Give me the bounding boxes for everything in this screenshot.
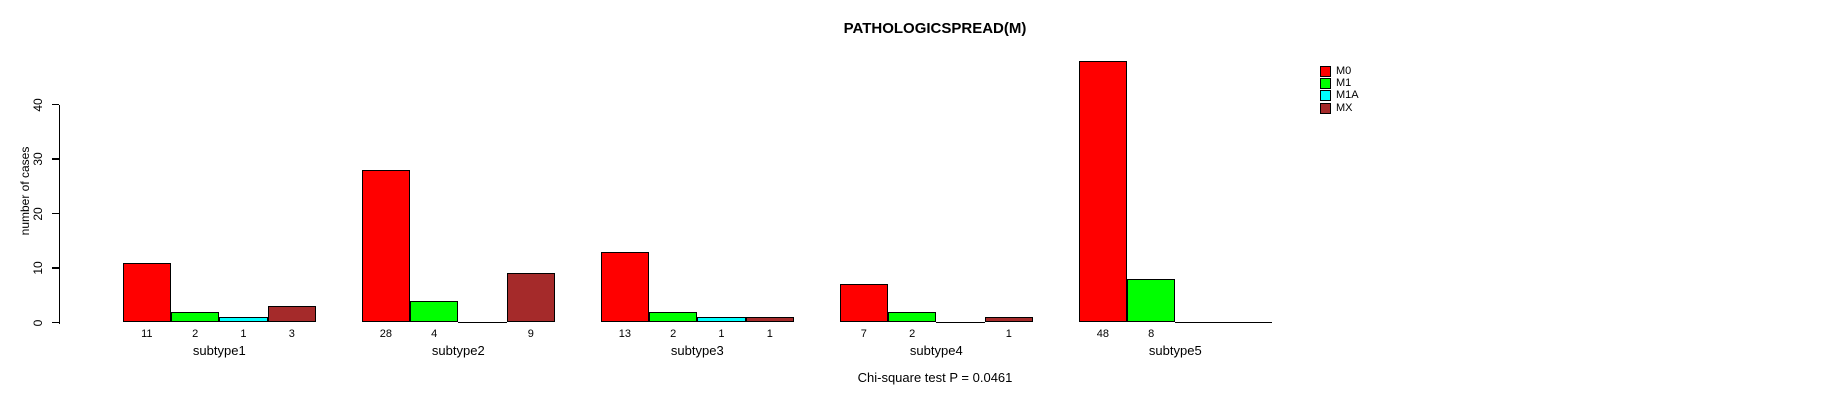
legend-swatch-mx: [1320, 102, 1331, 114]
y-axis-label: number of cases: [18, 146, 32, 236]
legend-item: M0: [1320, 65, 1359, 77]
bar-value-label: 48: [1096, 328, 1109, 340]
zero-bar: [1223, 321, 1272, 323]
bar-value-label: 1: [766, 328, 773, 340]
bar: [219, 317, 268, 323]
bar-value-label: 2: [909, 328, 916, 340]
bar: [506, 273, 555, 323]
bar: [267, 306, 316, 323]
category-label: subtype4: [909, 343, 963, 358]
bar: [1127, 278, 1176, 323]
bar: [697, 317, 746, 323]
bar-value-label: 1: [718, 328, 725, 340]
bar: [649, 311, 698, 323]
bar-value-label: 1: [240, 328, 247, 340]
bar: [888, 311, 937, 323]
category-label: subtype3: [670, 343, 724, 358]
y-tick: [51, 267, 59, 269]
chart-title: PATHOLOGICSPREAD(M): [843, 20, 1027, 37]
y-tick-label: 0: [31, 319, 45, 326]
bar-value-label: 7: [860, 328, 867, 340]
bar-value-label: 2: [670, 328, 677, 340]
bar-value-label: 28: [379, 328, 392, 340]
bar: [839, 284, 888, 323]
y-tick-label: 30: [31, 152, 45, 166]
y-tick-label: 10: [31, 261, 45, 275]
y-tick: [51, 103, 59, 106]
bar: [1078, 60, 1127, 323]
legend-swatch-m1: [1320, 78, 1331, 90]
bar-value-label: 11: [141, 328, 153, 340]
legend: M0 M1 M1A MX: [1320, 65, 1359, 115]
bar-value-label: 8: [1148, 328, 1155, 340]
bar-value-label: 13: [618, 328, 631, 340]
bar: [984, 317, 1033, 323]
y-axis-line: [58, 104, 60, 324]
bar-value-label: 9: [527, 328, 534, 340]
category-label: subtype5: [1148, 343, 1202, 358]
chi-square-note: Chi-square test P = 0.0461: [857, 370, 1013, 385]
bar-value-label: 1: [1005, 328, 1012, 340]
legend-swatch-m1a: [1320, 90, 1331, 102]
y-tick-label: 40: [31, 97, 45, 112]
legend-label: M0: [1336, 64, 1352, 77]
legend-item: MX: [1320, 102, 1359, 114]
legend-label: M1A: [1336, 89, 1359, 102]
y-tick: [51, 212, 59, 215]
y-tick: [51, 321, 59, 324]
bar: [410, 300, 459, 323]
legend-label: M1: [1336, 77, 1352, 90]
category-label: subtype2: [431, 343, 485, 358]
bar-value-label: 2: [192, 328, 199, 340]
legend-label: MX: [1336, 101, 1353, 114]
zero-bar: [1175, 321, 1224, 323]
bar: [361, 169, 410, 323]
legend-swatch-m0: [1320, 65, 1331, 77]
y-tick-label: 20: [31, 206, 45, 221]
zero-bar: [936, 321, 985, 323]
bar: [745, 317, 794, 323]
category-label: subtype1: [192, 343, 246, 358]
bar-value-label: 4: [431, 328, 438, 340]
legend-item: M1A: [1320, 90, 1359, 102]
zero-bar: [458, 321, 507, 323]
legend-item: M1: [1320, 77, 1359, 90]
bar: [600, 251, 649, 323]
bar: [171, 311, 220, 323]
bar: [122, 262, 171, 323]
y-tick: [51, 158, 59, 160]
bar-value-label: 3: [288, 328, 295, 340]
